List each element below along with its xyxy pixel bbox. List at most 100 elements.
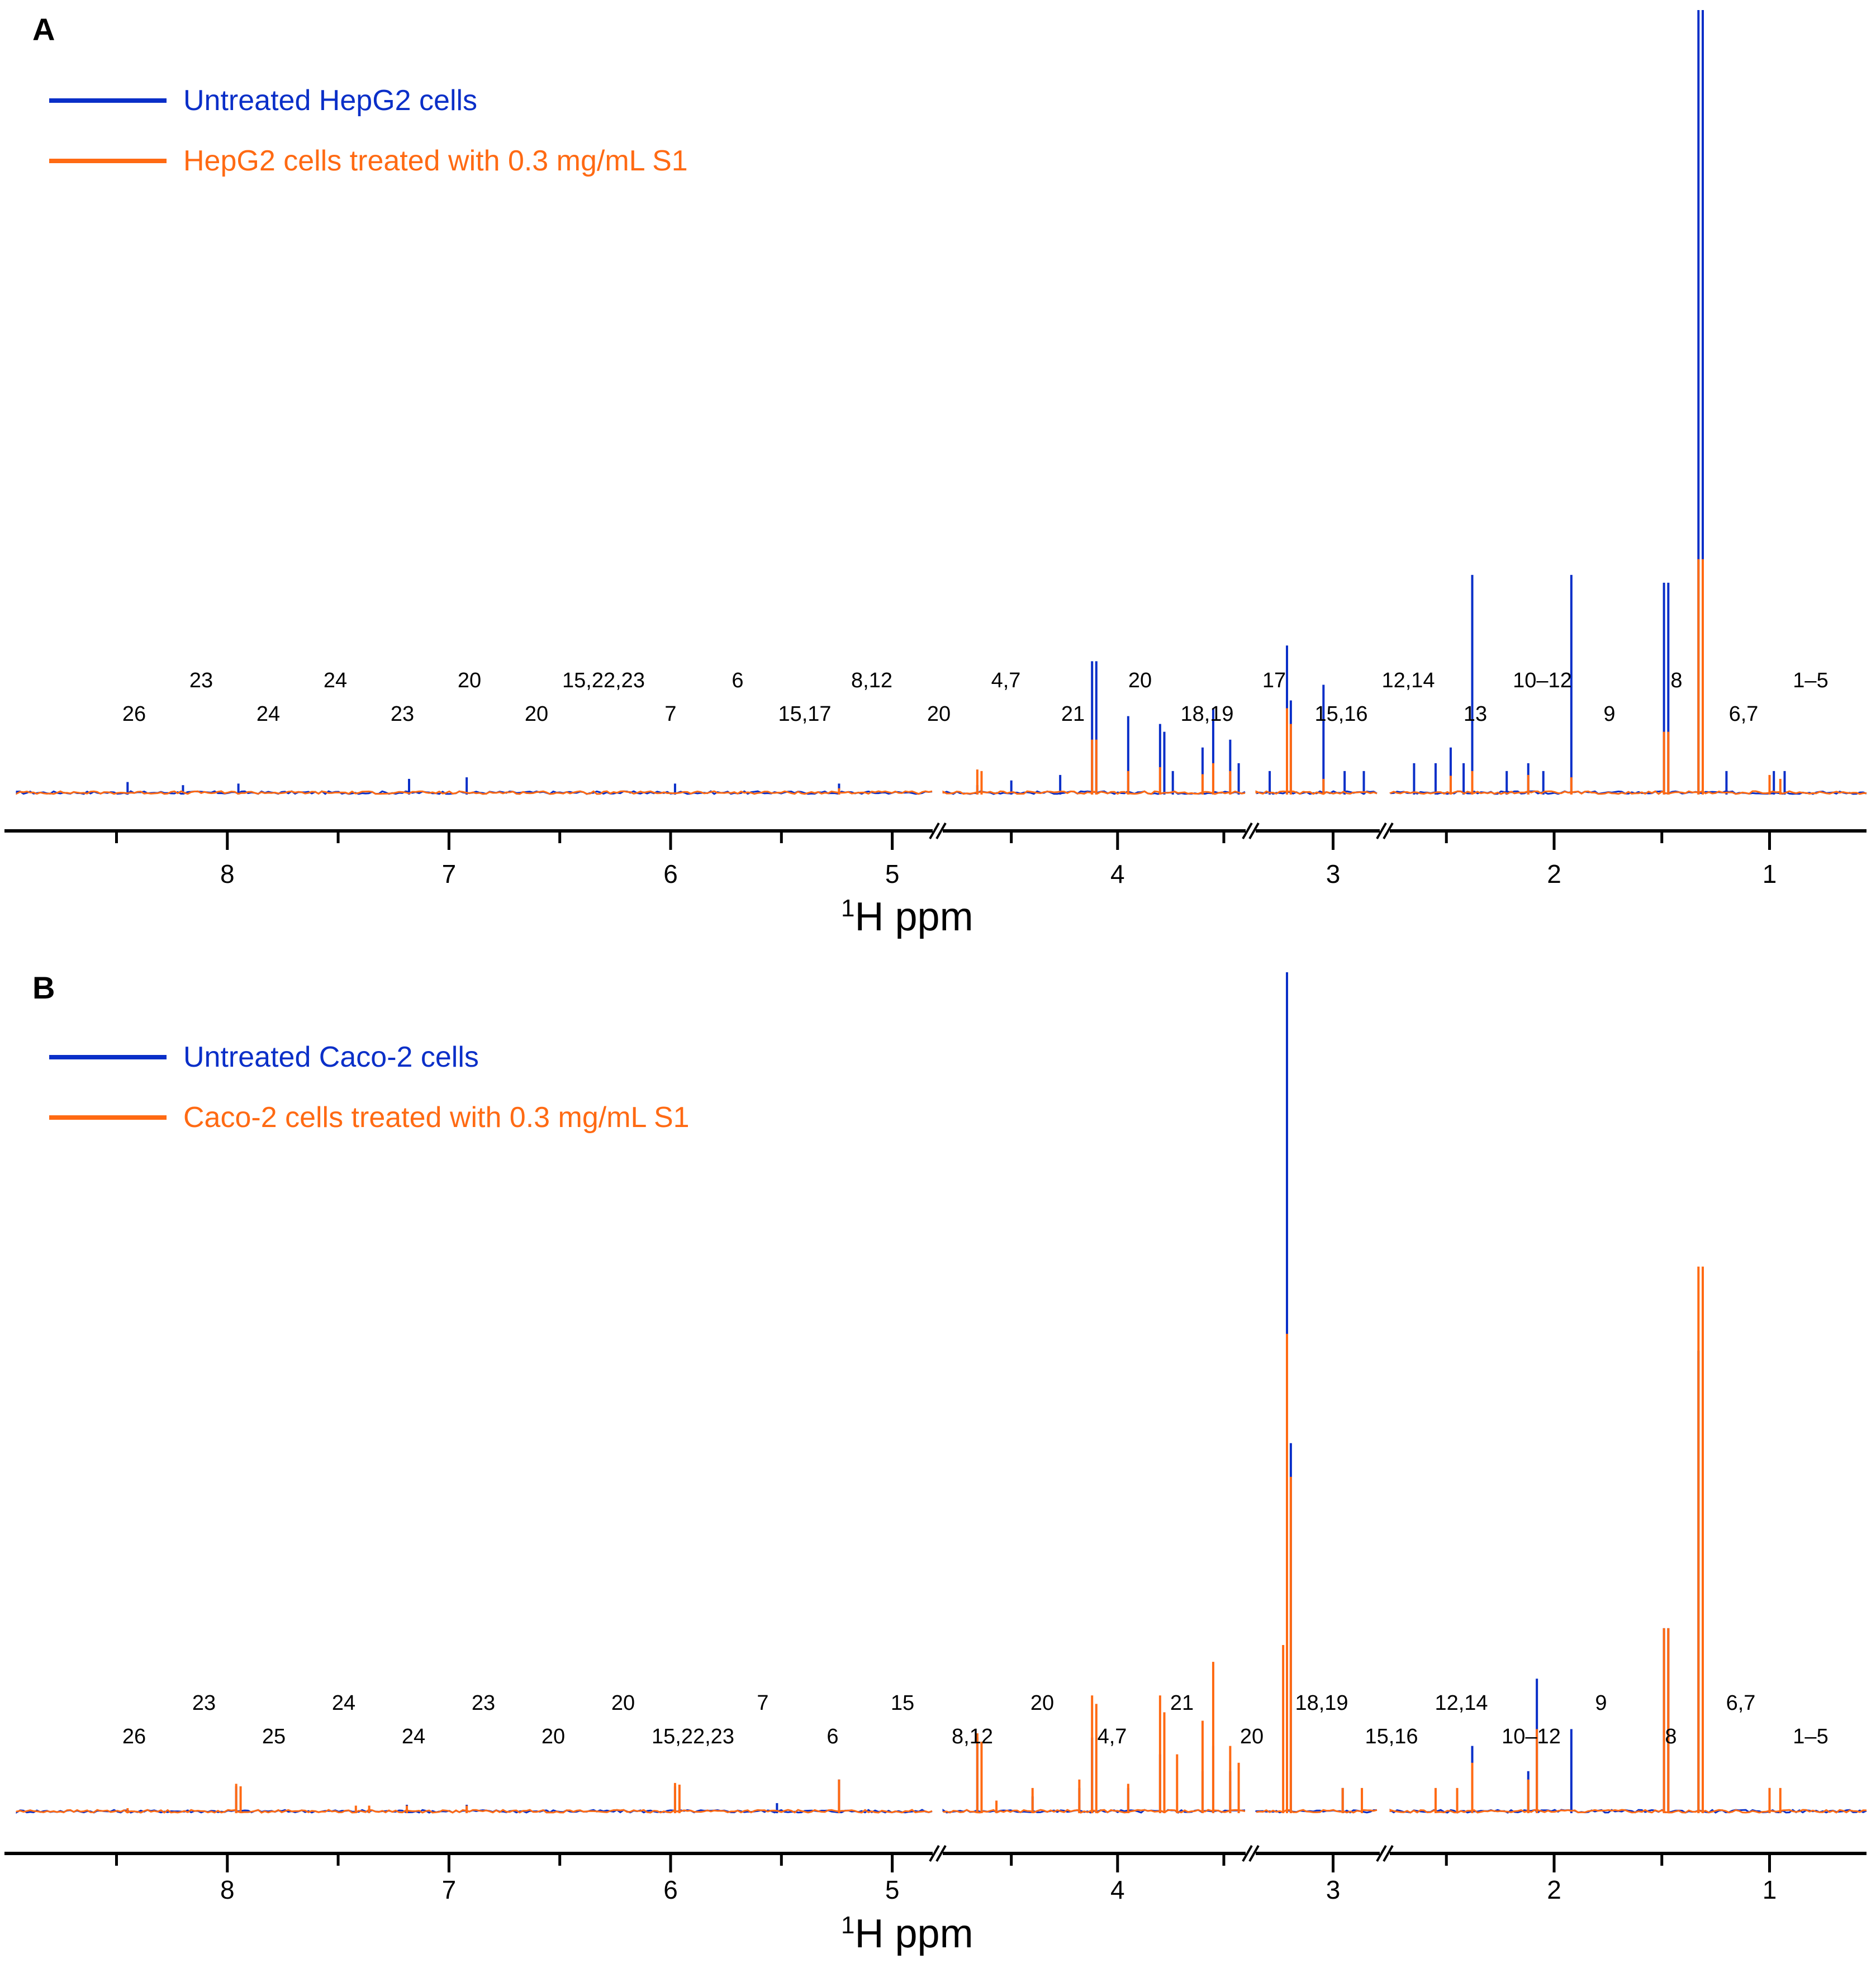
- peak-annotation: 23: [189, 669, 213, 692]
- panel-a-plot: 8 7 6 5 4 3 2 12623242423202015,22,237615,178,1…: [4, 10, 1867, 888]
- peak-annotation: 1–5: [1793, 1725, 1828, 1748]
- peak-annotation: 6: [732, 669, 743, 692]
- x-tick-label: 5: [885, 1875, 900, 1904]
- axis-break-mark: [1248, 823, 1260, 839]
- peak-annotation: 24: [402, 1725, 425, 1748]
- axis-break-gap: [933, 1846, 943, 1861]
- axis-label-text: H ppm: [854, 895, 973, 939]
- peak-annotation: 17: [1262, 669, 1286, 692]
- peak-annotation: 20: [458, 669, 481, 692]
- peak-annotation: 26: [122, 1725, 146, 1748]
- baseline-treated: [1255, 790, 1378, 795]
- baseline-treated: [1389, 790, 1866, 795]
- legend-label-untreated-caco2: Untreated Caco-2 cells: [183, 1041, 479, 1073]
- peak-annotation: 6,7: [1729, 702, 1759, 726]
- x-tick-label: 8: [220, 859, 235, 888]
- peak-annotation: 15: [891, 1691, 914, 1715]
- panel-b-legend-untreated: Untreated Caco-2 cells: [49, 1040, 479, 1074]
- peak-annotation: 23: [391, 702, 414, 726]
- peak-annotation: 1–5: [1793, 669, 1828, 692]
- baseline-treated: [16, 790, 933, 795]
- x-tick-label: 7: [442, 859, 457, 888]
- x-tick-label: 4: [1110, 1875, 1125, 1904]
- panel-a-legend-treated: HepG2 cells treated with 0.3 mg/mL S1: [49, 144, 688, 178]
- x-tick-label: 4: [1110, 859, 1125, 888]
- peak-annotation: 10–12: [1502, 1725, 1561, 1748]
- axis-break-mark: [929, 1845, 940, 1862]
- axis-break-mark: [1248, 1845, 1260, 1862]
- peak-annotation: 18,19: [1295, 1691, 1348, 1715]
- axis-break-mark: [1383, 1845, 1394, 1862]
- baseline-treated: [16, 1809, 933, 1814]
- legend-swatch-treated: [49, 1115, 167, 1120]
- peak-annotation: 20: [1030, 1691, 1054, 1715]
- axis-label-text: H ppm: [854, 1912, 973, 1956]
- peak-annotation: 21: [1061, 702, 1085, 726]
- axis-break-gap: [1246, 823, 1256, 839]
- x-tick-label: 6: [663, 859, 678, 888]
- x-tick-label: 1: [1763, 859, 1777, 888]
- legend-label-treated-hepg2: HepG2 cells treated with 0.3 mg/mL S1: [183, 145, 688, 177]
- legend-swatch-untreated: [49, 98, 167, 103]
- axis-break-mark: [1376, 1845, 1387, 1862]
- x-tick-label: 6: [663, 1875, 678, 1904]
- peak-annotation: 6: [827, 1725, 838, 1748]
- legend-label-treated-caco2: Caco-2 cells treated with 0.3 mg/mL S1: [183, 1101, 690, 1134]
- axis-break-mark: [1242, 823, 1253, 839]
- axis-break-gap: [1246, 1846, 1256, 1861]
- panel-a-x-axis-label: 1H ppm: [841, 894, 973, 940]
- peak-annotation: 7: [757, 1691, 768, 1715]
- axis-break-gap: [1380, 823, 1390, 839]
- peak-annotation: 20: [1128, 669, 1152, 692]
- panel-b-legend-treated: Caco-2 cells treated with 0.3 mg/mL S1: [49, 1101, 690, 1134]
- peak-annotation: 9: [1595, 1691, 1607, 1715]
- baseline-treated: [1389, 1809, 1867, 1814]
- legend-swatch-treated: [49, 159, 167, 163]
- peak-annotation: 20: [542, 1725, 565, 1748]
- peak-annotation: 23: [192, 1691, 216, 1715]
- peak-annotation: 24: [257, 702, 280, 726]
- peak-annotation: 8,12: [952, 1725, 993, 1748]
- peak-annotation: 24: [324, 669, 347, 692]
- legend-swatch-untreated: [49, 1055, 167, 1059]
- x-tick-label: 8: [220, 1875, 235, 1904]
- peak-annotation: 7: [664, 702, 676, 726]
- peak-annotation: 12,14: [1435, 1691, 1488, 1715]
- x-tick-label: 3: [1326, 1875, 1341, 1904]
- x-tick-label: 2: [1547, 859, 1561, 888]
- peak-annotation: 10–12: [1513, 669, 1572, 692]
- peak-annotation: 26: [122, 702, 146, 726]
- peak-annotation: 8,12: [851, 669, 892, 692]
- peak-annotation: 6,7: [1726, 1691, 1756, 1715]
- axis-break-mark: [929, 823, 940, 839]
- panel-a-legend-untreated: Untreated HepG2 cells: [49, 84, 477, 117]
- axis-label-superscript: 1: [841, 1912, 855, 1939]
- axis-break-gap: [1380, 1846, 1390, 1861]
- peak-annotation: 15,17: [778, 702, 831, 726]
- peak-annotation: 21: [1170, 1691, 1194, 1715]
- peak-annotation: 13: [1464, 702, 1487, 726]
- axis-break-mark: [1242, 1845, 1253, 1862]
- peak-annotation: 20: [525, 702, 548, 726]
- axis-break-mark: [935, 1845, 947, 1862]
- axis-break-mark: [1376, 823, 1387, 839]
- peak-annotation: 15,22,23: [652, 1725, 734, 1748]
- x-tick-label: 7: [442, 1875, 457, 1904]
- panel-b-x-axis-label: 1H ppm: [841, 1911, 973, 1957]
- peak-annotation: 12,14: [1381, 669, 1435, 692]
- x-tick-label: 5: [885, 859, 900, 888]
- x-tick-label: 2: [1547, 1875, 1561, 1904]
- peak-annotation: 4,7: [1098, 1725, 1127, 1748]
- peak-annotation: 20: [611, 1691, 635, 1715]
- axis-break-gap: [933, 823, 943, 839]
- peak-annotation: 20: [927, 702, 951, 726]
- peak-annotation: 8: [1665, 1725, 1676, 1748]
- panel-b-letter: B: [32, 970, 55, 1005]
- peak-annotation: 8: [1670, 669, 1682, 692]
- peak-annotation: 25: [262, 1725, 286, 1748]
- peak-annotation: 15,22,23: [562, 669, 645, 692]
- peak-annotation: 24: [332, 1691, 355, 1715]
- axis-label-superscript: 1: [841, 895, 855, 922]
